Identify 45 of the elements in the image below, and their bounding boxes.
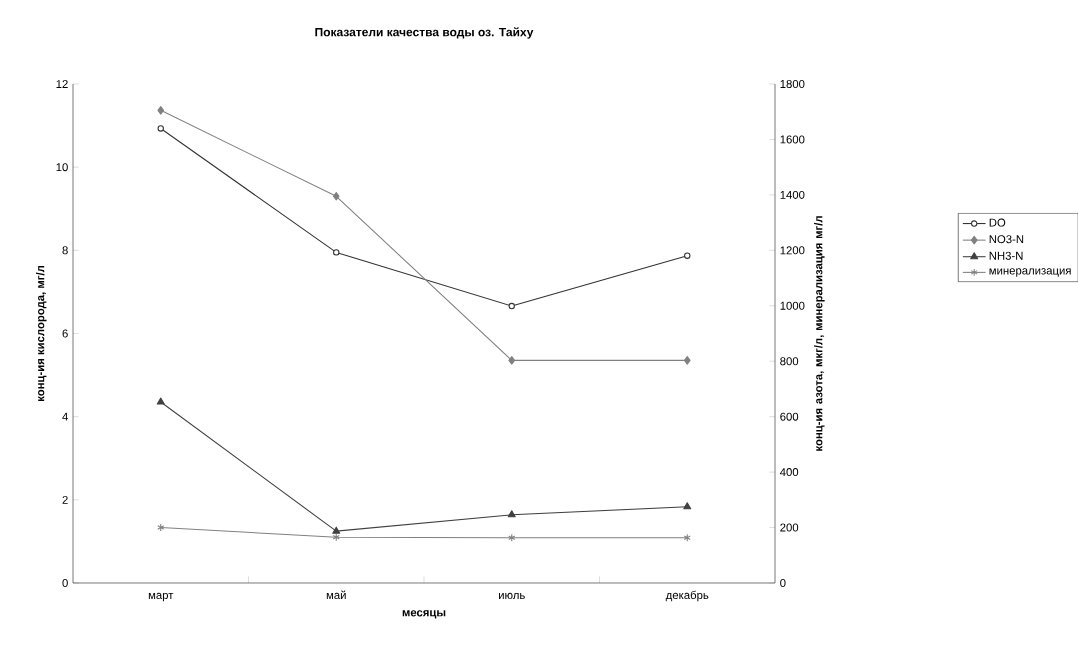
chart-title: Показатели качества воды оз. Тайху [315, 27, 534, 39]
point [157, 523, 165, 532]
point [332, 526, 341, 534]
y-tick-label: 4 [62, 412, 68, 421]
legend-label: минерализация [989, 268, 1071, 277]
y-tick-label: 8 [62, 246, 68, 255]
x-tick-label: март [148, 592, 174, 602]
point [683, 502, 692, 510]
x-axis-title: месяцы [402, 610, 446, 619]
y-tick-label: 6 [62, 329, 68, 338]
y-axis-title: конц-ия кислорода, мг/л [35, 265, 47, 402]
legend-label: NO3-N [989, 235, 1024, 244]
point [683, 356, 691, 365]
y-tick-label: 10 [56, 163, 68, 172]
y2-tick-label: 800 [780, 357, 799, 366]
point [507, 510, 516, 518]
y2-tick-label: 1400 [780, 190, 805, 199]
point [332, 533, 340, 542]
point [332, 192, 340, 201]
y-tick-label: 2 [62, 495, 68, 504]
point [508, 533, 516, 542]
y2-axis-title: конц-ия азота, мкг/л, минерализация мг/л [814, 216, 825, 451]
point [156, 397, 165, 405]
y2-tick-label: 200 [780, 523, 799, 532]
y2-tick-label: 0 [780, 578, 786, 587]
x-tick-label: июль [499, 592, 525, 600]
y2-tick-label: 600 [780, 412, 799, 421]
legend-label: NH3-N [989, 251, 1023, 260]
point [508, 356, 516, 365]
legend-label: DO [989, 218, 1006, 227]
x-tick-label: май [326, 590, 346, 600]
y2-tick-label: 1600 [780, 135, 805, 144]
y2-tick-label: 1800 [780, 79, 805, 88]
x-tick-label: декабрь [665, 590, 709, 602]
point [157, 106, 165, 115]
y-tick-label: 12 [56, 80, 68, 88]
y2-tick-label: 400 [779, 468, 799, 477]
point [157, 125, 164, 132]
point [684, 252, 691, 259]
point [683, 533, 691, 542]
y2-tick-label: 1200 [780, 246, 805, 255]
point [333, 249, 340, 256]
point [508, 302, 515, 310]
y-tick-label: 0 [62, 579, 68, 588]
y2-tick-label: 1000 [780, 301, 805, 310]
